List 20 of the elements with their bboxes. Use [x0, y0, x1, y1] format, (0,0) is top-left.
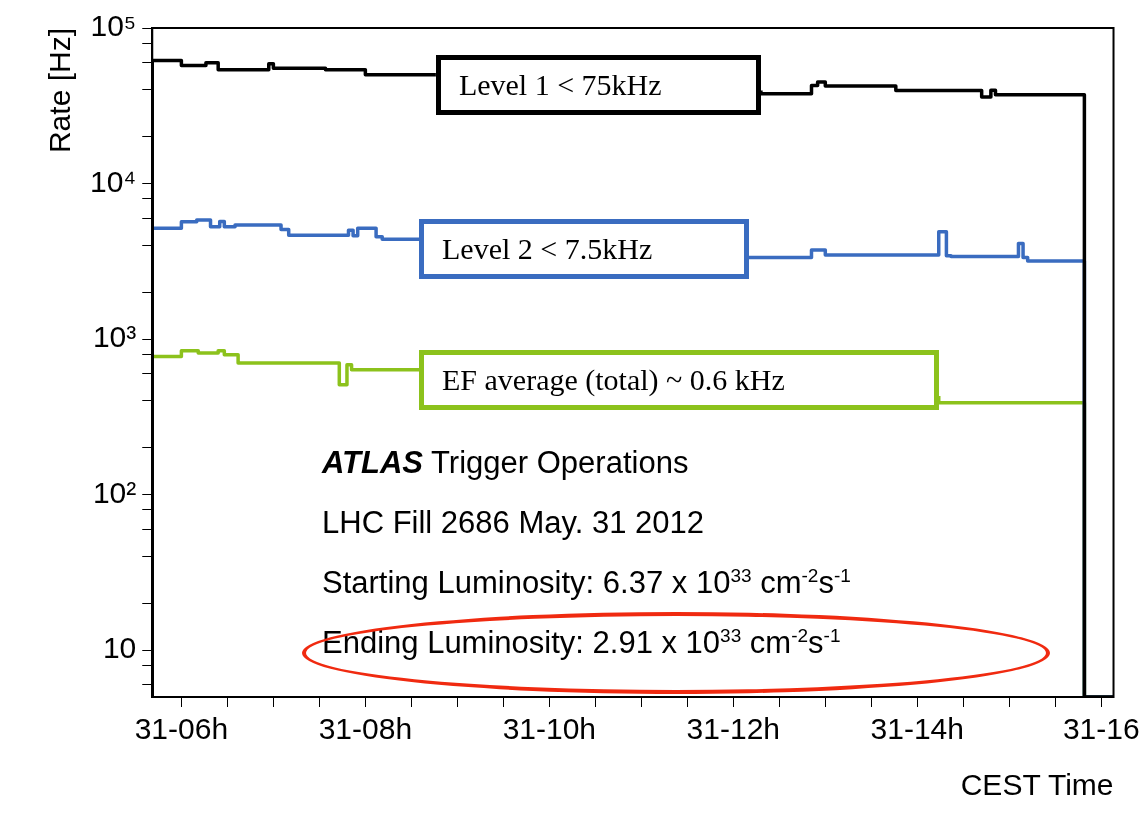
y-axis-title: Rate [Hz] [43, 28, 77, 154]
annotation: Starting Luminosity: 6.37 x 10$^{33}$ cm$^{-2}$s$^{-1}$ [322, 565, 851, 602]
y-tick-label: 10 [102, 631, 137, 665]
annotation: LHC Fill 2686 May. 31 2012 [322, 505, 704, 541]
y-tick-label: 10² [92, 475, 137, 509]
annotation: Ending Luminosity: 2.91 x 10$^{33}$ cm$^{-2}$s$^{-1}$ [322, 625, 841, 662]
x-axis-title: CEST Time [960, 768, 1114, 802]
label-frame: EF average (total) ~ 0.6 kHz [419, 349, 939, 410]
x-tick-label: 31-10h [502, 712, 597, 746]
label-frame: Level 2 < 7.5kHz [419, 219, 749, 280]
label-frame: Level 1 < 75kHz [435, 54, 761, 115]
annotation: ATLAS Trigger Operations [322, 445, 689, 481]
x-tick-label: 31-12h [686, 712, 781, 746]
y-tick-label: 10⁵ [90, 9, 137, 43]
x-tick-label: 31-06h [134, 712, 229, 746]
x-tick-label: 31-16 [1062, 712, 1140, 746]
x-tick-label: 31-14h [870, 712, 964, 746]
x-tick-label: 31-08h [318, 712, 413, 746]
y-tick-label: 10⁴ [89, 164, 137, 198]
y-tick-label: 10³ [92, 320, 137, 354]
